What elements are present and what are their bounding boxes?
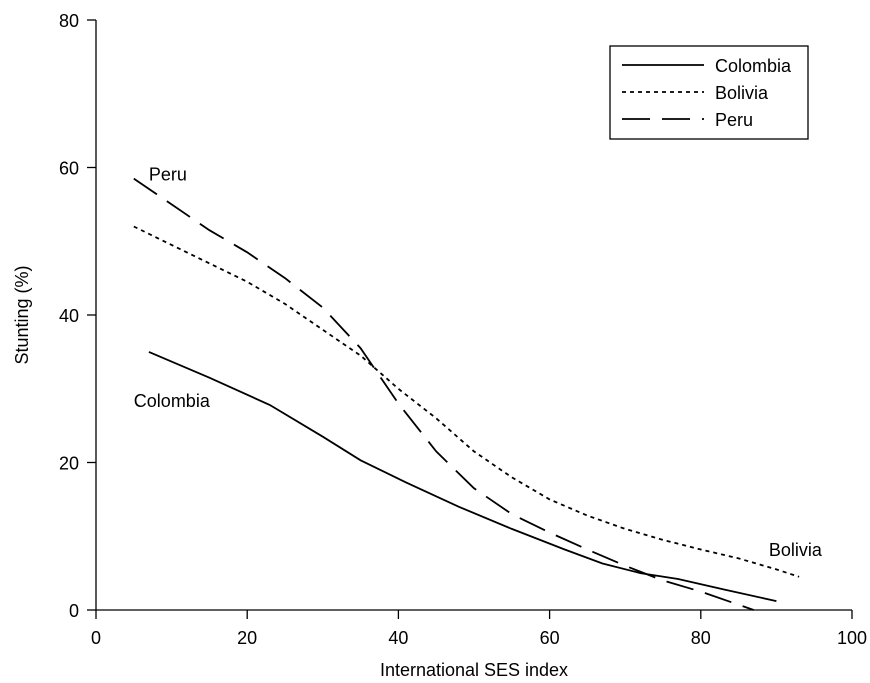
- x-axis-label: International SES index: [380, 660, 568, 680]
- annotation-colombia: Colombia: [134, 391, 211, 411]
- legend-label-bolivia: Bolivia: [715, 83, 769, 103]
- y-tick-label: 80: [59, 11, 79, 31]
- y-tick-label: 20: [59, 454, 79, 474]
- series-layer: [133, 177, 800, 611]
- annotation-bolivia: Bolivia: [769, 540, 823, 560]
- y-tick-label: 40: [59, 306, 79, 326]
- legend-box: [609, 45, 809, 140]
- legend-label-peru: Peru: [715, 110, 753, 130]
- y-axis-label: Stunting (%): [12, 265, 32, 364]
- series-line-peru: [133, 177, 754, 611]
- ticks: 0 20 40 60 80 100 0 20 40 60 80: [59, 11, 867, 648]
- x-tick-label: 0: [91, 628, 101, 648]
- legend-label-colombia: Colombia: [715, 56, 792, 76]
- x-tick-label: 20: [237, 628, 257, 648]
- annotation-peru: Peru: [149, 164, 187, 184]
- series-line-bolivia: [133, 225, 800, 578]
- x-tick-label: 100: [837, 628, 867, 648]
- x-tick-label: 80: [691, 628, 711, 648]
- legend: Colombia Bolivia Peru: [609, 45, 809, 140]
- x-tick-label: 60: [540, 628, 560, 648]
- annotations: Peru Colombia Bolivia: [134, 164, 823, 559]
- y-tick-label: 0: [69, 601, 79, 621]
- series-line-colombia: [148, 351, 777, 602]
- x-tick-label: 40: [388, 628, 408, 648]
- y-tick-label: 60: [59, 159, 79, 179]
